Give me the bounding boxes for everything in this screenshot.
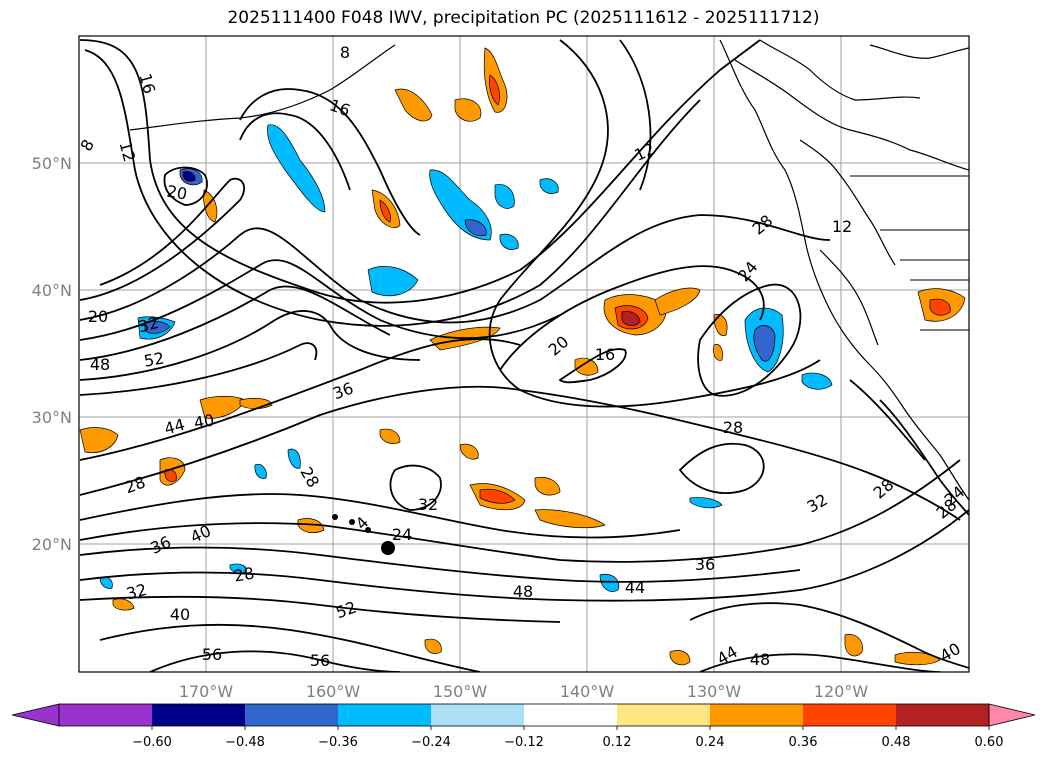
contour-label: 28 xyxy=(723,418,743,437)
map-area xyxy=(79,36,969,672)
contour-label: 32 xyxy=(418,495,438,514)
colorbar-segment xyxy=(245,704,339,726)
lat-label-50n: 50°N xyxy=(32,154,72,173)
colorbar-extend-low xyxy=(11,703,60,727)
contour-label: 8 xyxy=(340,43,350,62)
contour-label: 48 xyxy=(513,582,533,601)
contour-label: 16 xyxy=(595,345,615,364)
colorbar-segment xyxy=(617,704,711,726)
lon-label-120w: 120°W xyxy=(814,682,869,701)
lat-label-30n: 30°N xyxy=(32,408,72,427)
colorbar-tick-label: 0.36 xyxy=(789,735,818,750)
precip-negative xyxy=(99,124,833,592)
colorbar-segment xyxy=(338,704,432,726)
contour-label: 40 xyxy=(170,605,190,624)
colorbar-tick-label: 0.24 xyxy=(696,735,725,750)
contour-label: 48 xyxy=(750,650,770,669)
colorbar-segment xyxy=(59,704,153,726)
colorbar-tick-label: −0.24 xyxy=(411,735,451,750)
coastline xyxy=(129,39,969,501)
colorbar-tick-label: −0.36 xyxy=(318,735,358,750)
lon-label-160w: 160°W xyxy=(306,682,361,701)
lat-label-40n: 40°N xyxy=(32,281,72,300)
contour-label: 44 xyxy=(162,415,187,439)
contour-label: 20 xyxy=(165,181,188,203)
colorbar-segment xyxy=(431,704,525,726)
colorbar-segment xyxy=(803,704,897,726)
colorbar-segment xyxy=(524,704,618,726)
contour-label: 36 xyxy=(695,555,715,574)
contour-label: 52 xyxy=(142,348,165,370)
contour-label: 32 xyxy=(124,580,149,604)
contour-label: 48 xyxy=(90,355,110,374)
contour-label: 40 xyxy=(192,410,215,432)
colorbar-segment xyxy=(152,704,246,726)
contour-label: 24 xyxy=(392,525,412,544)
hawaii-islands xyxy=(332,514,395,555)
map-title: 2025111400 F048 IWV, precipitation PC (2… xyxy=(227,8,820,28)
lat-label-20n: 20°N xyxy=(32,535,72,554)
colorbar-tick-label: −0.60 xyxy=(132,735,172,750)
colorbar-segment xyxy=(710,704,804,726)
contour-label: 32 xyxy=(136,313,161,337)
map-frame xyxy=(78,35,970,673)
colorbar-segment xyxy=(896,704,990,726)
contour-label: 56 xyxy=(202,645,222,664)
lon-label-170w: 170°W xyxy=(179,682,234,701)
contour-label: 56 xyxy=(310,651,330,670)
colorbar-extend-high xyxy=(988,703,1036,727)
precip-positive xyxy=(79,47,966,666)
colorbar-tick-label: −0.12 xyxy=(504,735,544,750)
colorbar-tick-label: −0.48 xyxy=(225,735,265,750)
contour-label: 16 xyxy=(136,71,160,96)
lon-label-150w: 150°W xyxy=(433,682,488,701)
colorbar-tick-label: 0.60 xyxy=(975,735,1004,750)
contour-label: 12 xyxy=(832,217,852,236)
colorbar: −0.60 −0.48 −0.36 −0.24 −0.12 0.12 0.24 0.36 0.4… xyxy=(11,703,1036,750)
lon-label-140w: 140°W xyxy=(560,682,615,701)
contour-label: 20 xyxy=(88,307,108,326)
contour-label: 12 xyxy=(116,139,140,164)
colorbar-tick-label: 0.48 xyxy=(882,735,911,750)
contour-label: 44 xyxy=(625,578,645,597)
contour-label: 28 xyxy=(232,563,255,585)
iwv-contours xyxy=(79,39,969,672)
lon-label-130w: 130°W xyxy=(687,682,742,701)
colorbar-tick-label: 0.12 xyxy=(603,735,632,750)
graticule xyxy=(79,36,969,672)
